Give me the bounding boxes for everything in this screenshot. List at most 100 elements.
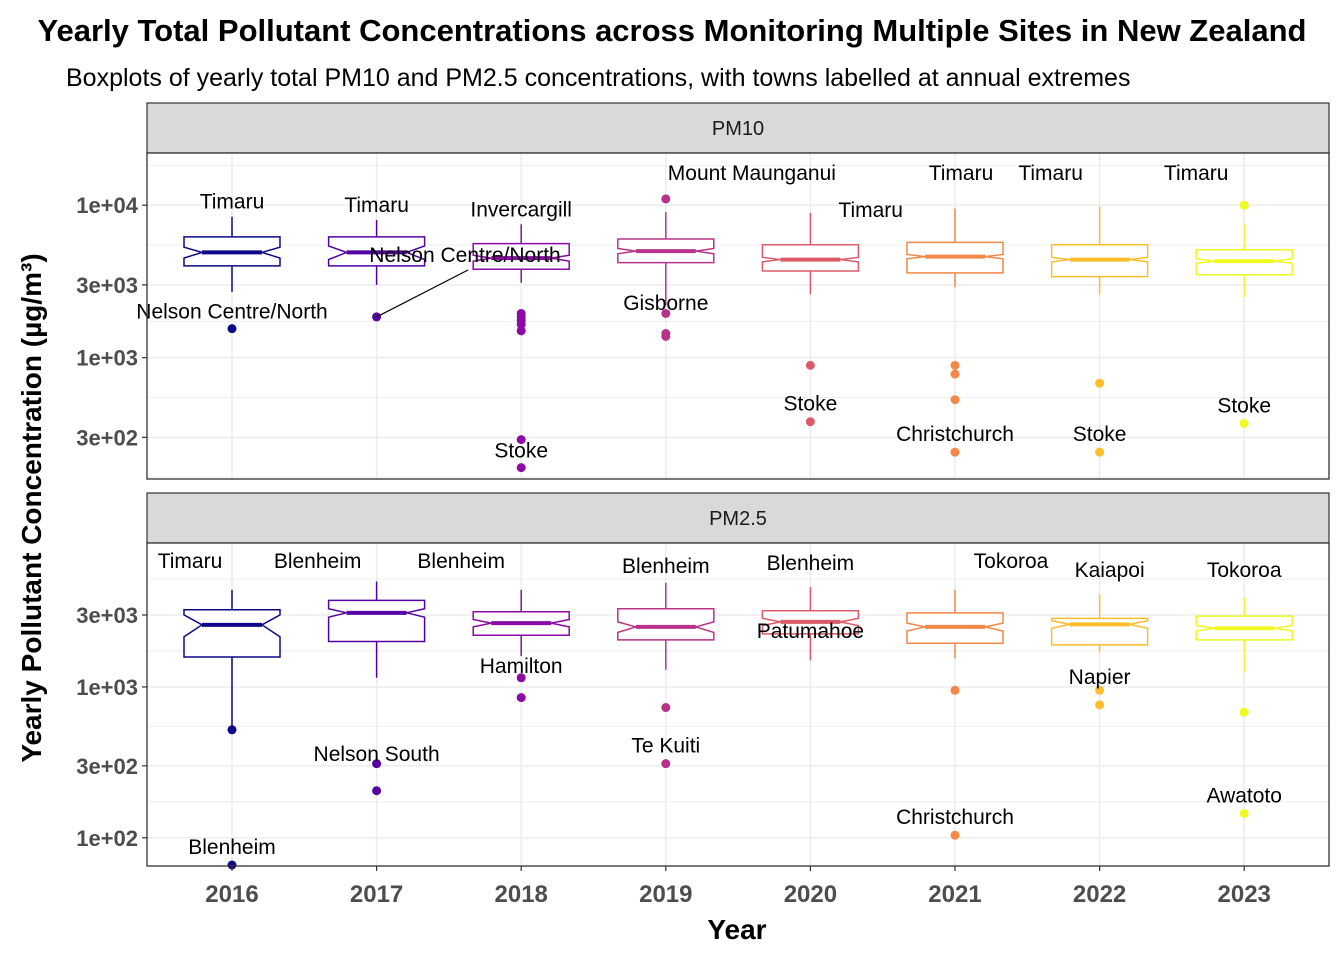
extreme-town-label: Blenheim <box>188 836 276 859</box>
box-2018 <box>472 224 570 473</box>
outlier-point <box>661 194 671 204</box>
panel-border <box>146 542 1330 867</box>
panel-background <box>147 543 1329 866</box>
panel-pm25: PM2.5 1e+02 3e+02 1e+03 3e+03 Timaru Blenheim B… <box>76 492 1330 870</box>
outlier-point <box>950 369 960 379</box>
outlier-point <box>372 786 382 796</box>
y-tick-label: 3e+03 <box>76 603 138 628</box>
y-tick-label: 1e+02 <box>76 826 138 851</box>
outlier-point <box>1239 707 1249 717</box>
panel-strip <box>146 102 1330 154</box>
box-2021 <box>906 589 1004 840</box>
y-tick-label: 1e+04 <box>76 193 139 218</box>
label-leader-line <box>376 269 469 318</box>
extreme-town-label: Patumahoe <box>757 620 864 643</box>
y-tick-label: 1e+03 <box>76 675 138 700</box>
extreme-town-label: Timaru <box>1018 162 1083 185</box>
box-2019 <box>617 582 715 769</box>
extreme-town-label: Stoke <box>1217 394 1271 417</box>
chart-title: Yearly Total Pollutant Concentrations ac… <box>38 13 1307 48</box>
extreme-town-label: Hamilton <box>480 655 563 678</box>
outlier-point <box>1095 700 1105 710</box>
x-axis-title: Year <box>707 914 766 945</box>
outlier-point <box>950 395 960 405</box>
x-tick-label: 2020 <box>784 881 837 908</box>
box-2018 <box>472 589 570 703</box>
outlier-point <box>516 693 526 703</box>
y-tick-label: 3e+03 <box>76 273 138 298</box>
x-tick-label: 2021 <box>928 881 981 908</box>
box-2022 <box>1050 206 1149 457</box>
chart-subtitle: Boxplots of yearly total PM10 and PM2.5 … <box>66 64 1130 92</box>
extreme-town-label: Nelson Centre/North <box>136 301 327 324</box>
outlier-point <box>950 447 960 457</box>
extreme-town-label: Mount Maunganui <box>668 162 836 185</box>
extreme-town-label: Te Kuiti <box>631 735 700 758</box>
outlier-point <box>950 685 960 695</box>
extreme-town-label: Blenheim <box>417 550 505 573</box>
y-tick-label: 3e+02 <box>76 754 138 779</box>
notched-box <box>617 607 715 641</box>
outlier-point <box>950 830 960 840</box>
outlier-point <box>661 759 671 769</box>
box-2021 <box>906 208 1004 457</box>
y-tick-label: 3e+02 <box>76 425 138 450</box>
x-tick-label: 2023 <box>1218 881 1271 908</box>
box-2019 <box>617 194 715 341</box>
extreme-town-label: Stoke <box>1073 423 1127 446</box>
y-tick-label: 1e+03 <box>76 346 138 371</box>
extreme-town-label: Christchurch <box>896 423 1014 446</box>
outlier-point <box>516 463 526 473</box>
panel-strip-label: PM2.5 <box>709 508 767 530</box>
notched-box <box>1050 617 1149 646</box>
outlier-point <box>516 435 526 445</box>
box-2023 <box>1195 200 1293 428</box>
extreme-town-label: Awatoto <box>1206 784 1282 807</box>
extreme-town-label: Timaru <box>158 550 223 573</box>
x-tick-label: 2022 <box>1073 881 1126 908</box>
box-2023 <box>1195 597 1293 818</box>
extreme-town-label: Timaru <box>344 194 409 217</box>
outlier-point <box>805 360 815 370</box>
x-tick-label: 2019 <box>639 881 692 908</box>
outlier-point <box>661 331 671 341</box>
box-2020 <box>761 212 860 427</box>
outlier-point <box>805 417 815 427</box>
outlier-point <box>950 360 960 370</box>
outlier-point <box>227 860 237 870</box>
extreme-town-label: Timaru <box>838 199 903 222</box>
extreme-town-label: Tokoroa <box>974 550 1049 573</box>
panel-background <box>147 153 1329 479</box>
outlier-point <box>1095 685 1105 695</box>
extreme-town-label: Nelson South <box>314 743 440 766</box>
extreme-town-label: Napier <box>1069 666 1131 689</box>
outlier-point <box>516 326 526 336</box>
outlier-point <box>1239 808 1249 818</box>
x-axis: 2016 2017 2018 2019 2020 2021 2022 2023 <box>205 866 1271 908</box>
extreme-town-label: Timaru <box>929 162 994 185</box>
extreme-town-label: Blenheim <box>274 550 362 573</box>
panel-strip-label: PM10 <box>712 118 764 140</box>
outlier-point <box>1095 378 1105 388</box>
panel-strip <box>146 492 1330 544</box>
y-axis-title: Yearly Pollutant Concentration (µg/m³) <box>16 253 47 762</box>
x-tick-label: 2016 <box>205 881 258 908</box>
extreme-town-label: Stoke <box>784 393 838 416</box>
box-2016 <box>183 216 281 334</box>
outlier-point <box>1239 200 1249 210</box>
panels-layer: PM10 3e+02 1e+03 3e+03 1e+04 Timaru Nelson Cen… <box>76 102 1330 870</box>
outlier-point <box>1239 418 1249 428</box>
outlier-point <box>661 308 671 318</box>
extreme-town-label: Christchurch <box>896 806 1014 829</box>
outlier-point <box>661 703 671 713</box>
extreme-town-label: Blenheim <box>767 552 855 575</box>
outlier-point <box>516 308 526 318</box>
outlier-point <box>227 324 237 334</box>
outlier-point <box>227 725 237 735</box>
extreme-town-label: Blenheim <box>622 555 710 578</box>
extreme-town-label: Invercargill <box>470 198 572 221</box>
notched-box <box>183 608 281 658</box>
notched-box <box>327 599 426 643</box>
